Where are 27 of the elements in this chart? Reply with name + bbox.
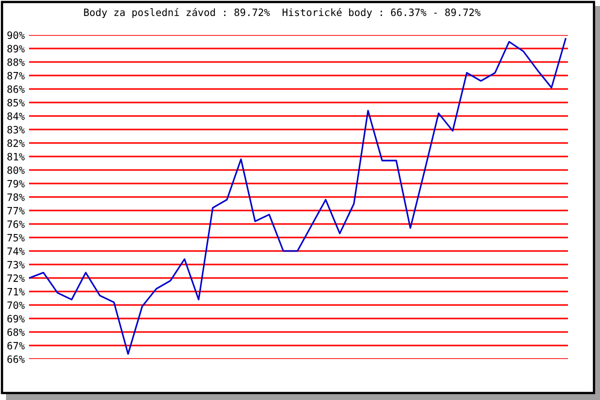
y-tick-label: 82%: [7, 139, 25, 147]
y-tick-label: 76%: [7, 220, 25, 228]
y-tick-label: 89%: [7, 44, 25, 52]
chart-title: Body za poslední závod : 89.72% Historické body : 66.37% - 89.72%: [84, 8, 481, 18]
y-tick-label: 86%: [7, 85, 25, 93]
y-tick-label: 66%: [7, 355, 25, 363]
y-tick-label: 77%: [7, 207, 25, 214]
y-tick-label: 75%: [7, 234, 25, 242]
y-tick-label: 67%: [7, 342, 25, 350]
y-tick-label: 80%: [7, 166, 25, 174]
y-tick-label: 69%: [7, 314, 25, 322]
y-tick-label: 72%: [7, 274, 25, 282]
y-tick-label: 73%: [7, 260, 25, 268]
y-tick-label: 84%: [7, 112, 25, 120]
line-series: [29, 38, 566, 355]
y-tick-label: 78%: [7, 193, 25, 201]
y-tick-label: 81%: [7, 152, 25, 160]
y-tick-label: 85%: [7, 98, 25, 106]
y-tick-label: 88%: [7, 58, 25, 66]
y-tick-label: 79%: [7, 180, 25, 188]
y-tick-label: 70%: [7, 301, 25, 309]
y-tick-label: 71%: [7, 288, 25, 296]
y-tick-label: 83%: [7, 126, 25, 134]
y-tick-label: 90%: [7, 31, 25, 39]
y-tick-label: 87%: [7, 72, 25, 80]
y-tick-label: 74%: [7, 248, 25, 255]
y-tick-label: 68%: [7, 328, 25, 336]
